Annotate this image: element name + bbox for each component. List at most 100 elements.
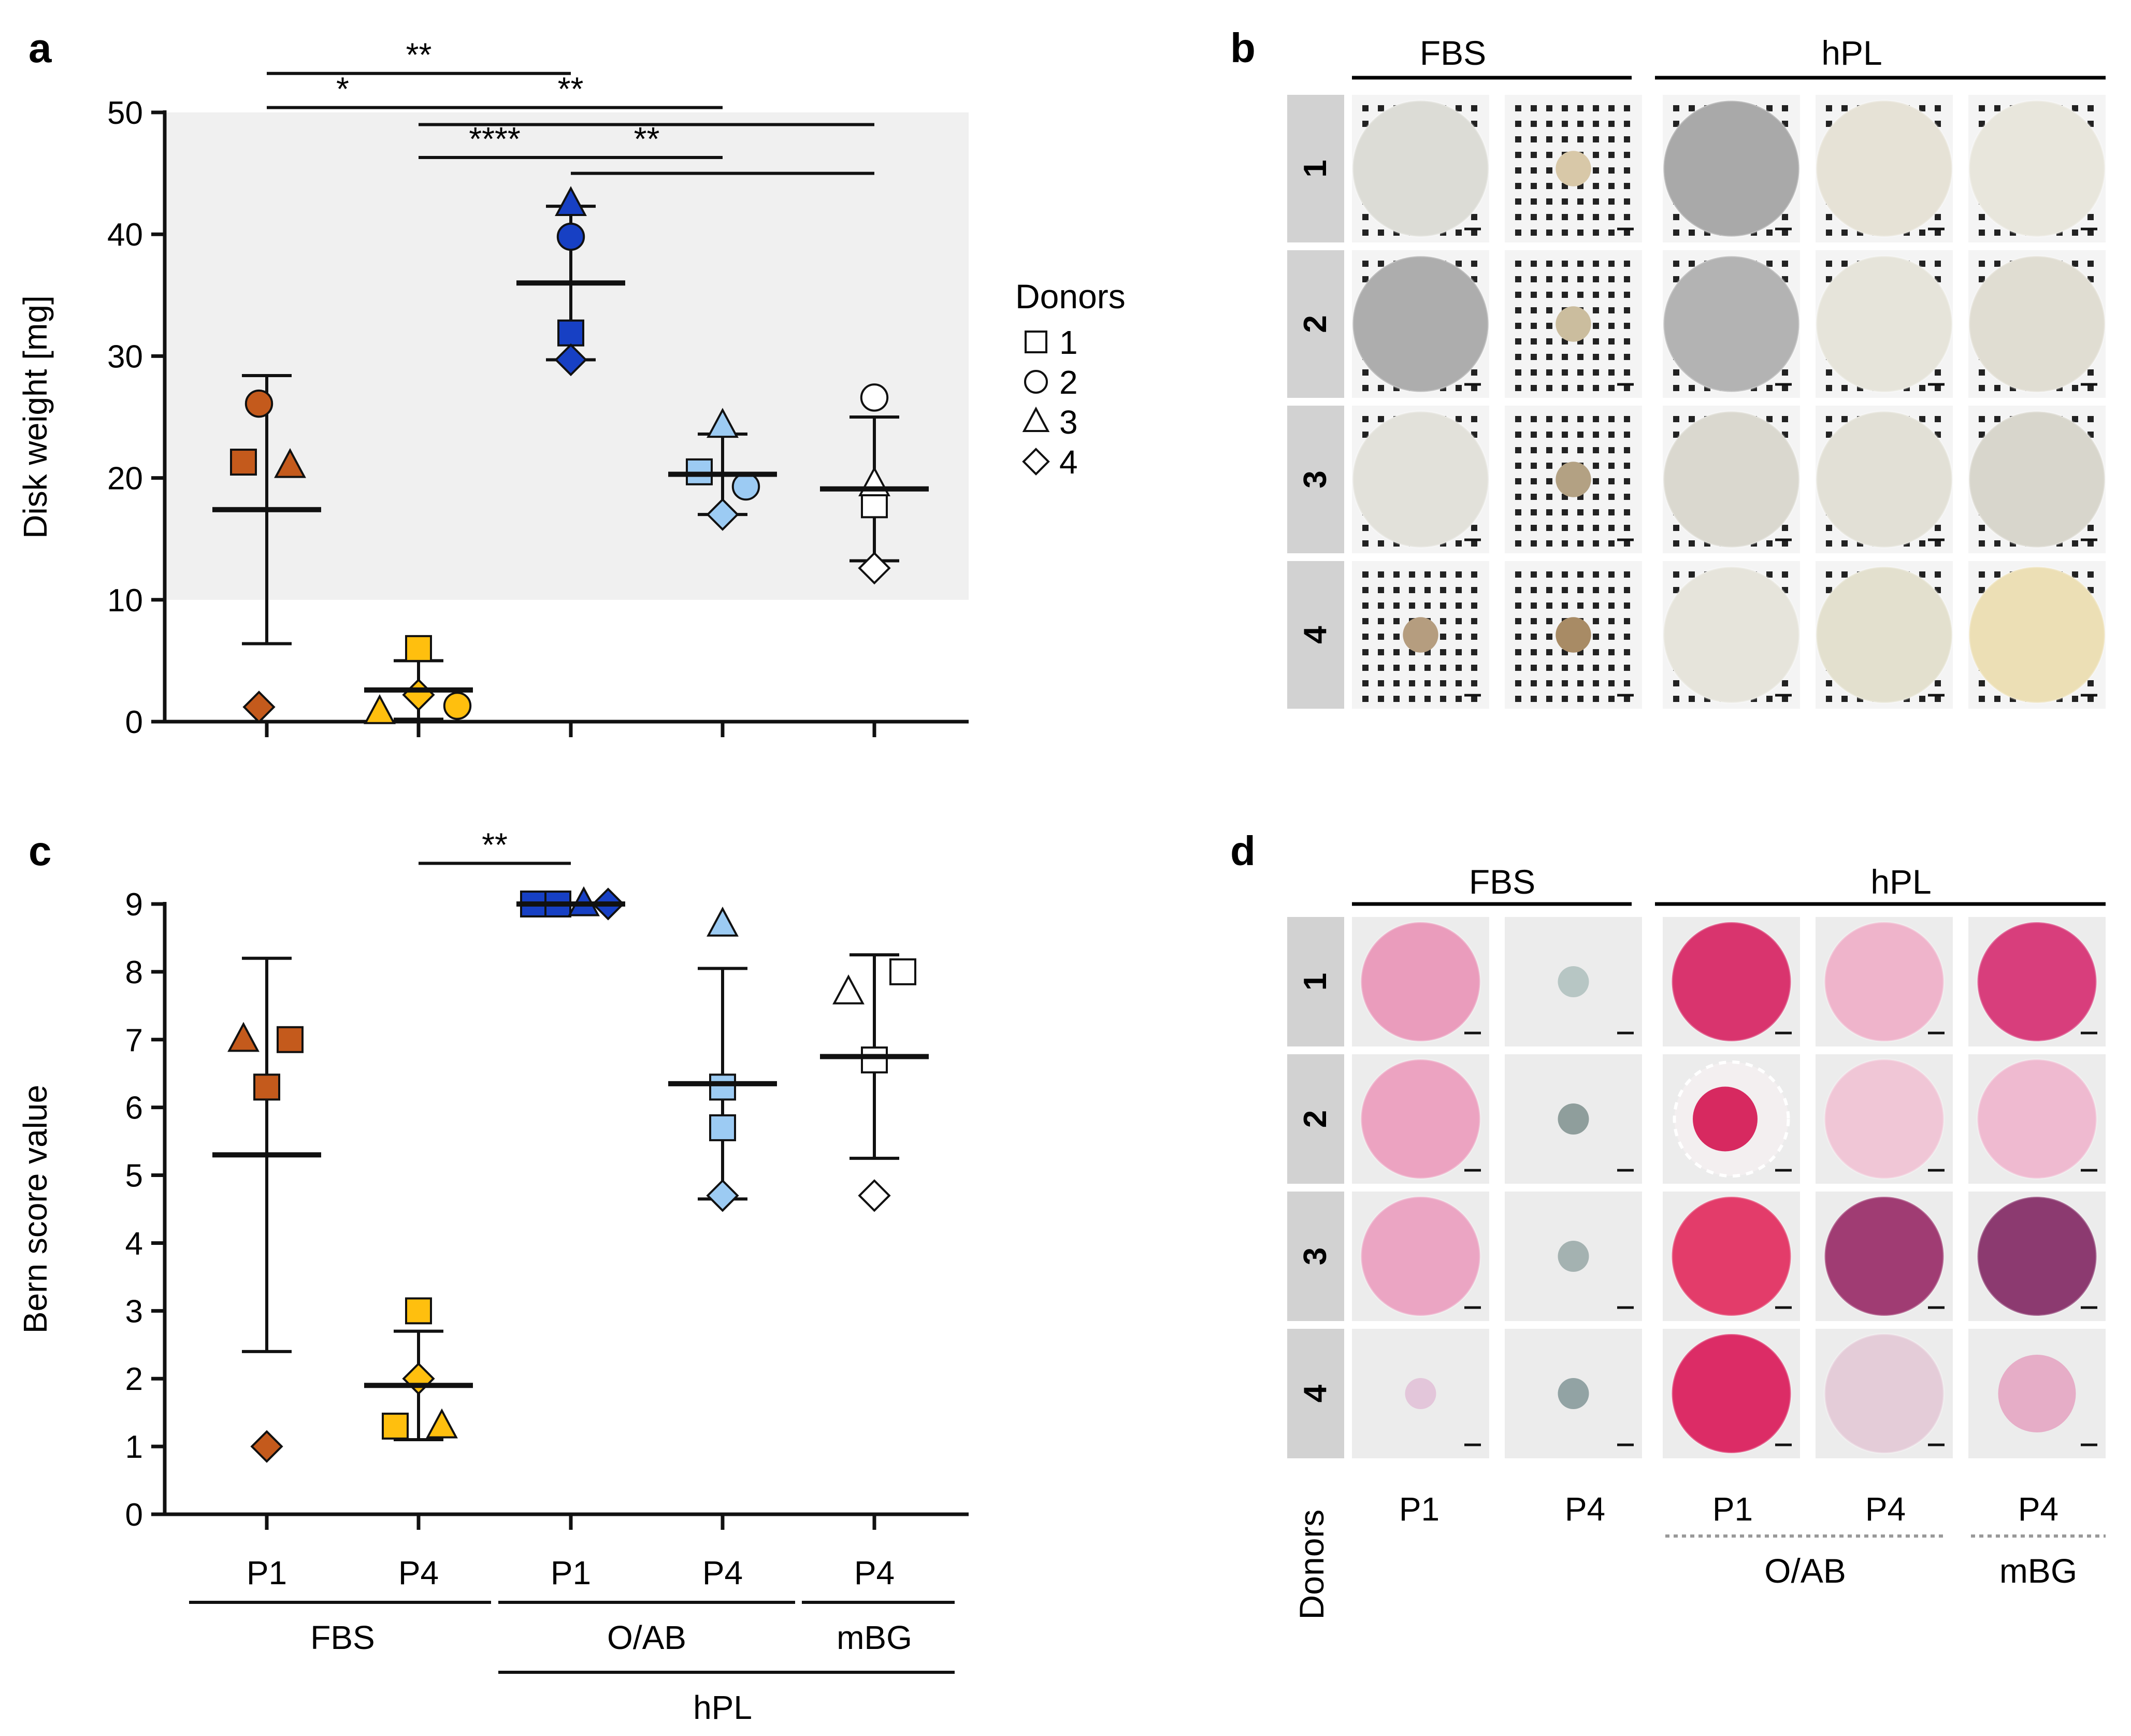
panel-d-column-label: P4: [2018, 1490, 2058, 1528]
grid-dot: [1546, 416, 1552, 422]
group-label: mBG: [837, 1619, 912, 1656]
point-donor-2: [860, 383, 889, 412]
grid-dot: [1471, 229, 1477, 236]
grid-dot: [1440, 602, 1446, 609]
point-donor-1: [405, 635, 432, 662]
image-cell-row2-col3: [1662, 250, 1801, 398]
grid-dot: [1362, 649, 1369, 655]
grid-dot: [2087, 229, 2094, 236]
grid-dot: [2087, 385, 2094, 391]
grid-dot: [1471, 602, 1477, 609]
grid-dot: [1608, 634, 1615, 640]
grid-dot: [1979, 525, 1985, 531]
grid-dot: [1979, 276, 1985, 282]
grid-dot: [1593, 276, 1599, 282]
grid-dot: [1515, 167, 1521, 174]
grid-dot: [2072, 385, 2078, 391]
grid-dot: [1546, 167, 1552, 174]
grid-dot: [1919, 261, 1925, 267]
sample-disk: [1556, 617, 1591, 653]
image-cell-row4-col1: [1352, 1329, 1489, 1458]
grid-dot: [1624, 649, 1630, 655]
sample-disk: [1976, 1196, 2098, 1317]
row-tab-4: [1287, 1329, 1344, 1458]
grid-dot: [1362, 665, 1369, 671]
row-label-1: 1: [1298, 973, 1333, 991]
grid-dot: [1515, 261, 1521, 267]
image-cell-row4-col2: [1505, 1329, 1642, 1458]
grid-dot: [1593, 323, 1599, 329]
grid-dot: [1409, 587, 1415, 593]
panel-d-group-mbg: mBG: [1999, 1552, 2077, 1590]
grid-dot: [1624, 354, 1630, 360]
grid-dot: [1515, 198, 1521, 205]
grid-dot: [1841, 229, 1848, 236]
grid-dot: [1673, 680, 1679, 686]
grid-dot: [1378, 618, 1384, 624]
grid-dot: [1562, 509, 1568, 515]
grid-dot: [1782, 261, 1788, 267]
grid-dot: [1979, 214, 1985, 220]
grid-dot: [1515, 416, 1521, 422]
grid-dot: [1624, 338, 1630, 345]
grid-dot: [1562, 696, 1568, 702]
grid-dot: [1531, 463, 1537, 469]
grid-dot: [1378, 634, 1384, 640]
grid-dot: [1362, 385, 1369, 391]
grid-dot: [1593, 167, 1599, 174]
panel-d-column-label: P1: [1399, 1490, 1439, 1528]
grid-dot: [1562, 385, 1568, 391]
image-cell-row4-col5: [1968, 561, 2106, 709]
point-donor-3: [274, 448, 306, 478]
grid-dot: [1608, 292, 1615, 298]
sample-disk: [1815, 410, 1953, 549]
sample-disk: [1360, 1196, 1481, 1317]
legend-label-3: 3: [1059, 404, 1078, 441]
y-axis-label: Bern score value: [17, 1085, 54, 1333]
point-donor-3: [707, 907, 739, 937]
grid-dot: [1515, 618, 1521, 624]
chart-c-bern-score: 0 1 2 3 4 5 6 7 8 9 Bern score value ** P1 P4 P1 P4 P4 FB…: [17, 826, 969, 1726]
grid-dot: [1624, 167, 1630, 174]
image-cell-row2-col2: [1505, 1054, 1642, 1184]
point-donor-4: [242, 691, 276, 724]
grid-dot: [1424, 696, 1431, 702]
grid-dot: [1378, 229, 1384, 236]
grid-dot: [1471, 525, 1477, 531]
grid-dot: [1624, 665, 1630, 671]
grid-dot: [2087, 680, 2094, 686]
grid-dot: [1515, 354, 1521, 360]
grid-dot: [1546, 494, 1552, 500]
grid-dot: [1440, 571, 1446, 578]
grid-dot: [1673, 696, 1679, 702]
grid-dot: [1593, 540, 1599, 547]
grid-dot: [1577, 214, 1583, 220]
group-label: O/AB: [607, 1619, 686, 1656]
grid-dot: [2087, 105, 2094, 111]
grid-dot: [1531, 229, 1537, 236]
grid-dot: [1624, 602, 1630, 609]
grid-dot: [1562, 354, 1568, 360]
row-label-3: 3: [1298, 1247, 1333, 1265]
grid-dot: [1378, 385, 1384, 391]
super-group-label: hPL: [693, 1689, 752, 1726]
panel-d-side-label: Donors: [1292, 1510, 1331, 1620]
grid-dot: [1673, 229, 1679, 236]
grid-dot: [1766, 385, 1773, 391]
panel-d-column-label: P4: [1865, 1490, 1906, 1528]
grid-dot: [1624, 634, 1630, 640]
grid-dot: [1673, 121, 1679, 127]
y-tick-label: 4: [125, 1226, 143, 1261]
row-tab-1: [1287, 917, 1344, 1046]
grid-dot: [1409, 665, 1415, 671]
grid-dot: [1546, 696, 1552, 702]
legend-label-2: 2: [1059, 364, 1078, 401]
grid-dot: [1456, 540, 1462, 547]
grid-dot: [1531, 261, 1537, 267]
grid-dot: [1393, 634, 1400, 640]
point-donor-2: [244, 389, 273, 418]
grid-dot: [1608, 680, 1615, 686]
grid-dot: [1608, 447, 1615, 453]
grid-dot: [1782, 229, 1788, 236]
